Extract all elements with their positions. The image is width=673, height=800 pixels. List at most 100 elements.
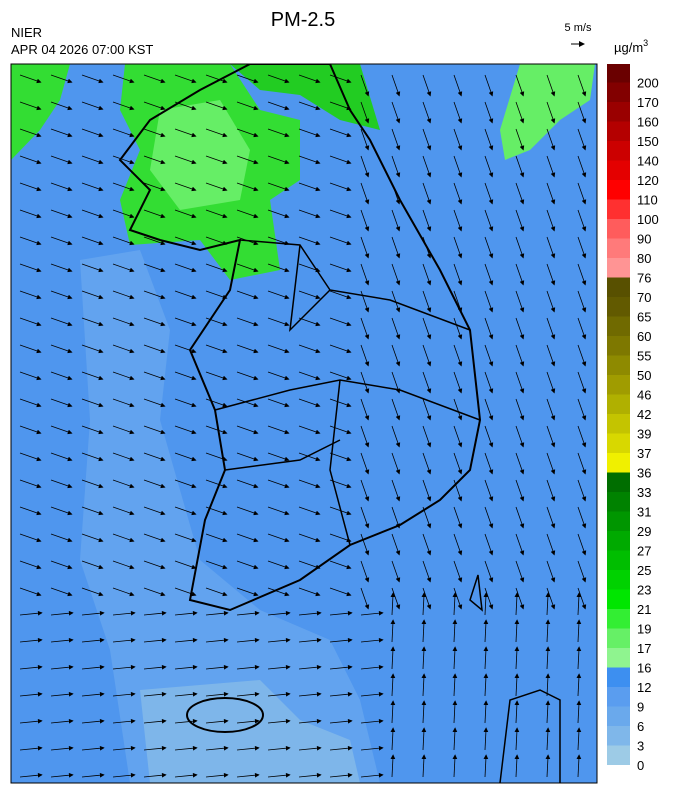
wind-arrow [50, 182, 73, 192]
wind-arrow [483, 592, 489, 616]
wind-arrow [422, 344, 432, 367]
wind-arrow [112, 691, 136, 697]
wind-arrow [81, 371, 104, 381]
colorbar-segment [607, 687, 630, 707]
wind-arrow [329, 610, 353, 616]
wind-arrow [360, 479, 370, 502]
wind-arrow [391, 398, 401, 421]
wind-arrow [298, 452, 321, 462]
wind-arrow [545, 619, 551, 643]
wind-arrow [267, 263, 290, 273]
wind-arrow [50, 290, 73, 300]
wind-arrow [453, 371, 463, 394]
wind-arrow [19, 691, 43, 697]
wind-arrow [484, 155, 494, 178]
wind-arrow [483, 673, 489, 697]
wind-arrow [143, 745, 167, 751]
colorbar-segment [607, 238, 630, 258]
colorbar-segment [607, 102, 630, 122]
colorbar-label: 70 [637, 290, 651, 305]
colorbar-label: 39 [637, 427, 651, 442]
wind-arrow [174, 290, 197, 300]
wind-arrow [298, 533, 321, 543]
wind-arrow [483, 646, 489, 670]
wind-arrow [205, 371, 228, 381]
wind-arrow [112, 587, 135, 597]
wind-arrow [205, 745, 229, 751]
wind-arrow [81, 506, 104, 516]
wind-arrow [19, 560, 42, 570]
wind-arrow [546, 101, 556, 124]
wind-arrow [577, 398, 587, 421]
wind-arrow [422, 128, 432, 151]
wind-arrow [112, 772, 136, 778]
wind-arrow [81, 691, 105, 697]
lighter-region [80, 250, 380, 783]
wind-arrow [484, 452, 494, 475]
wind-arrow [50, 236, 73, 246]
wind-arrow [298, 290, 321, 300]
wind-arrow [50, 506, 73, 516]
wind-arrow [360, 664, 384, 670]
wind-arrow [421, 700, 427, 724]
wind-arrow [453, 128, 463, 151]
wind-arrow [453, 398, 463, 421]
wind-arrow [143, 452, 166, 462]
wind-arrow [298, 560, 321, 570]
wind-arrow [267, 533, 290, 543]
wind-arrow [515, 290, 525, 313]
wind-arrow [577, 560, 587, 583]
wind-arrow [143, 772, 167, 778]
wind-arrow [174, 182, 197, 192]
wind-arrow [546, 263, 556, 286]
wind-arrow [484, 101, 494, 124]
wind-arrow [81, 398, 104, 408]
wind-arrow [50, 398, 73, 408]
colorbar-label: 65 [637, 310, 651, 325]
colorbar-segment [607, 394, 630, 414]
wind-arrow [143, 128, 166, 138]
wind-arrow [453, 263, 463, 286]
wind-arrow [143, 587, 166, 597]
wind-arrow [267, 128, 290, 138]
wind-arrow [174, 344, 197, 354]
wind-arrow [515, 155, 525, 178]
wind-arrow [390, 754, 396, 778]
wind-arrow [577, 128, 587, 151]
wind-arrow [360, 452, 370, 475]
colorbar-label: 80 [637, 251, 651, 266]
wind-arrow [515, 263, 525, 286]
wind-arrow [81, 209, 104, 219]
wind-arrow [360, 128, 370, 151]
wind-arrow [143, 425, 166, 435]
wind-arrow [143, 533, 166, 543]
wind-arrow [19, 637, 43, 643]
wind-arrow [267, 479, 290, 489]
wind-arrow [143, 506, 166, 516]
wind-arrow [205, 263, 228, 273]
wind-arrow [50, 664, 74, 670]
wind-arrow [360, 398, 370, 421]
wind-arrow [577, 236, 587, 259]
wind-arrow [390, 700, 396, 724]
wind-arrow [360, 610, 384, 616]
wind-arrow [329, 691, 353, 697]
wind-arrow [546, 533, 556, 556]
wind-arrow [422, 209, 432, 232]
wind-arrow [422, 452, 432, 475]
wind-arrow [577, 587, 587, 610]
colorbar-label: 110 [637, 193, 658, 208]
wind-arrow [267, 587, 290, 597]
wind-arrow [236, 452, 259, 462]
wind-arrow [298, 74, 321, 84]
colorbar-segment [607, 82, 630, 102]
wind-arrow [391, 182, 401, 205]
wind-arrow [514, 646, 520, 670]
wind-arrow [360, 637, 384, 643]
wind-arrow [19, 101, 42, 111]
colorbar-label: 140 [637, 154, 659, 169]
wind-arrow [19, 587, 42, 597]
wind-arrow [50, 344, 73, 354]
wind-arrow [19, 479, 42, 489]
wind-arrow [81, 637, 105, 643]
